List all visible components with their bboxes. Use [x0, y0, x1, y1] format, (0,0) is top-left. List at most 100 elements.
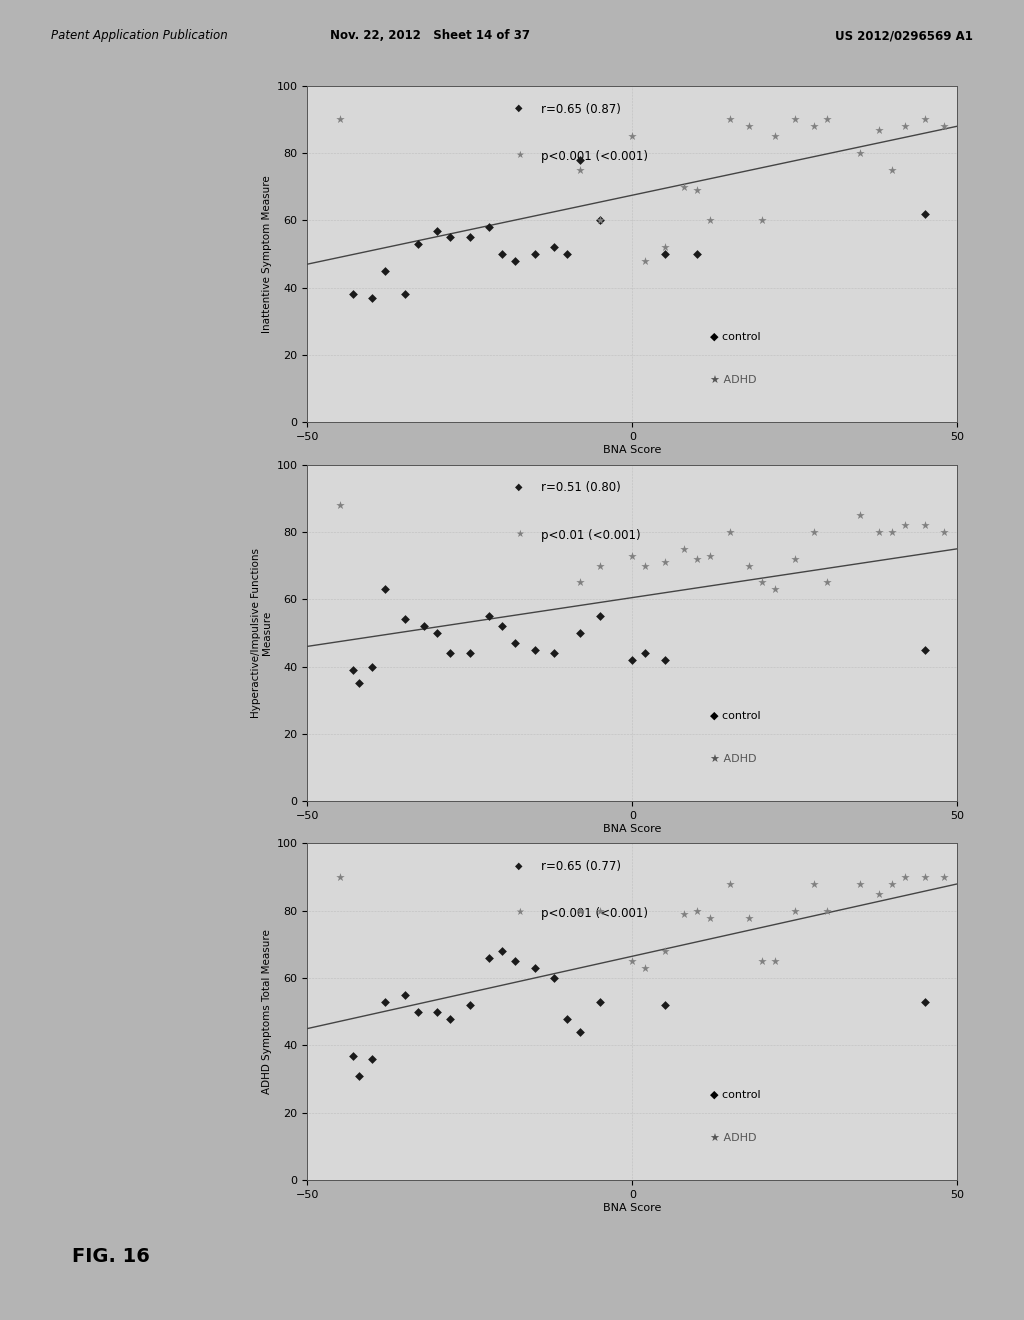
Point [786, 110, 803, 131]
Point [592, 991, 608, 1012]
X-axis label: BNA Score: BNA Score [603, 445, 662, 455]
Text: US 2012/0296569 A1: US 2012/0296569 A1 [835, 29, 973, 42]
Point [702, 907, 719, 928]
Point [592, 606, 608, 627]
Point [396, 609, 413, 630]
Point [592, 900, 608, 921]
Text: ◆: ◆ [515, 482, 523, 491]
Point [332, 866, 348, 887]
Point [936, 866, 952, 887]
Point [572, 1022, 589, 1043]
Point [936, 521, 952, 543]
Point [806, 521, 822, 543]
Point [852, 504, 868, 525]
X-axis label: BNA Score: BNA Score [603, 824, 662, 834]
Point [572, 160, 589, 181]
Point [676, 539, 692, 560]
Point [916, 110, 933, 131]
X-axis label: BNA Score: BNA Score [603, 1203, 662, 1213]
Point [637, 251, 653, 272]
Point [572, 900, 589, 921]
Y-axis label: ADHD Symptoms Total Measure: ADHD Symptoms Total Measure [262, 929, 272, 1094]
Point [741, 907, 758, 928]
Point [429, 1001, 445, 1022]
Text: Nov. 22, 2012   Sheet 14 of 37: Nov. 22, 2012 Sheet 14 of 37 [330, 29, 530, 42]
Point [786, 900, 803, 921]
Point [507, 632, 523, 653]
Point [344, 284, 360, 305]
Point [656, 941, 673, 962]
Point [897, 116, 913, 137]
Point [916, 639, 933, 660]
Text: ★: ★ [515, 528, 524, 539]
Text: ◆ control: ◆ control [711, 331, 761, 342]
Point [429, 220, 445, 242]
Point [936, 116, 952, 137]
Text: p<0.01 (<0.001): p<0.01 (<0.001) [542, 528, 641, 541]
Point [916, 991, 933, 1012]
Text: ◆: ◆ [515, 861, 523, 870]
Point [377, 578, 393, 599]
Point [656, 994, 673, 1015]
Point [656, 243, 673, 264]
Point [767, 125, 783, 147]
Point [462, 994, 478, 1015]
Point [410, 1001, 426, 1022]
Point [806, 116, 822, 137]
Point [377, 260, 393, 281]
Text: r=0.65 (0.77): r=0.65 (0.77) [542, 861, 622, 874]
Point [916, 203, 933, 224]
Text: Patent Application Publication: Patent Application Publication [51, 29, 228, 42]
Point [416, 615, 432, 636]
Point [344, 1045, 360, 1067]
Text: r=0.65 (0.87): r=0.65 (0.87) [542, 103, 622, 116]
Point [754, 572, 770, 593]
Point [767, 950, 783, 972]
Point [819, 572, 836, 593]
Point [462, 227, 478, 248]
Point [592, 210, 608, 231]
Point [481, 216, 498, 238]
Point [702, 210, 719, 231]
Point [559, 243, 575, 264]
Point [722, 874, 738, 895]
Point [754, 210, 770, 231]
Point [871, 883, 888, 904]
Point [786, 548, 803, 569]
Point [559, 1008, 575, 1030]
Text: ◆: ◆ [515, 103, 523, 112]
Point [546, 643, 562, 664]
Text: r=0.51 (0.80): r=0.51 (0.80) [542, 482, 621, 495]
Point [507, 950, 523, 972]
Point [689, 900, 706, 921]
Point [494, 243, 510, 264]
Point [916, 866, 933, 887]
Point [637, 643, 653, 664]
Point [722, 110, 738, 131]
Point [462, 643, 478, 664]
Point [364, 656, 380, 677]
Point [377, 991, 393, 1012]
Point [526, 957, 543, 978]
Point [624, 125, 641, 147]
Text: ★: ★ [515, 907, 524, 917]
Point [689, 548, 706, 569]
Point [396, 284, 413, 305]
Point [442, 227, 459, 248]
Point [546, 968, 562, 989]
Point [897, 515, 913, 536]
Point [507, 251, 523, 272]
Point [494, 615, 510, 636]
Point [442, 643, 459, 664]
Point [722, 521, 738, 543]
Point [656, 236, 673, 257]
Point [819, 110, 836, 131]
Point [702, 545, 719, 566]
Point [442, 1008, 459, 1030]
Point [526, 639, 543, 660]
Point [637, 957, 653, 978]
Text: ★: ★ [515, 149, 524, 160]
Point [364, 288, 380, 309]
Point [871, 119, 888, 140]
Point [916, 515, 933, 536]
